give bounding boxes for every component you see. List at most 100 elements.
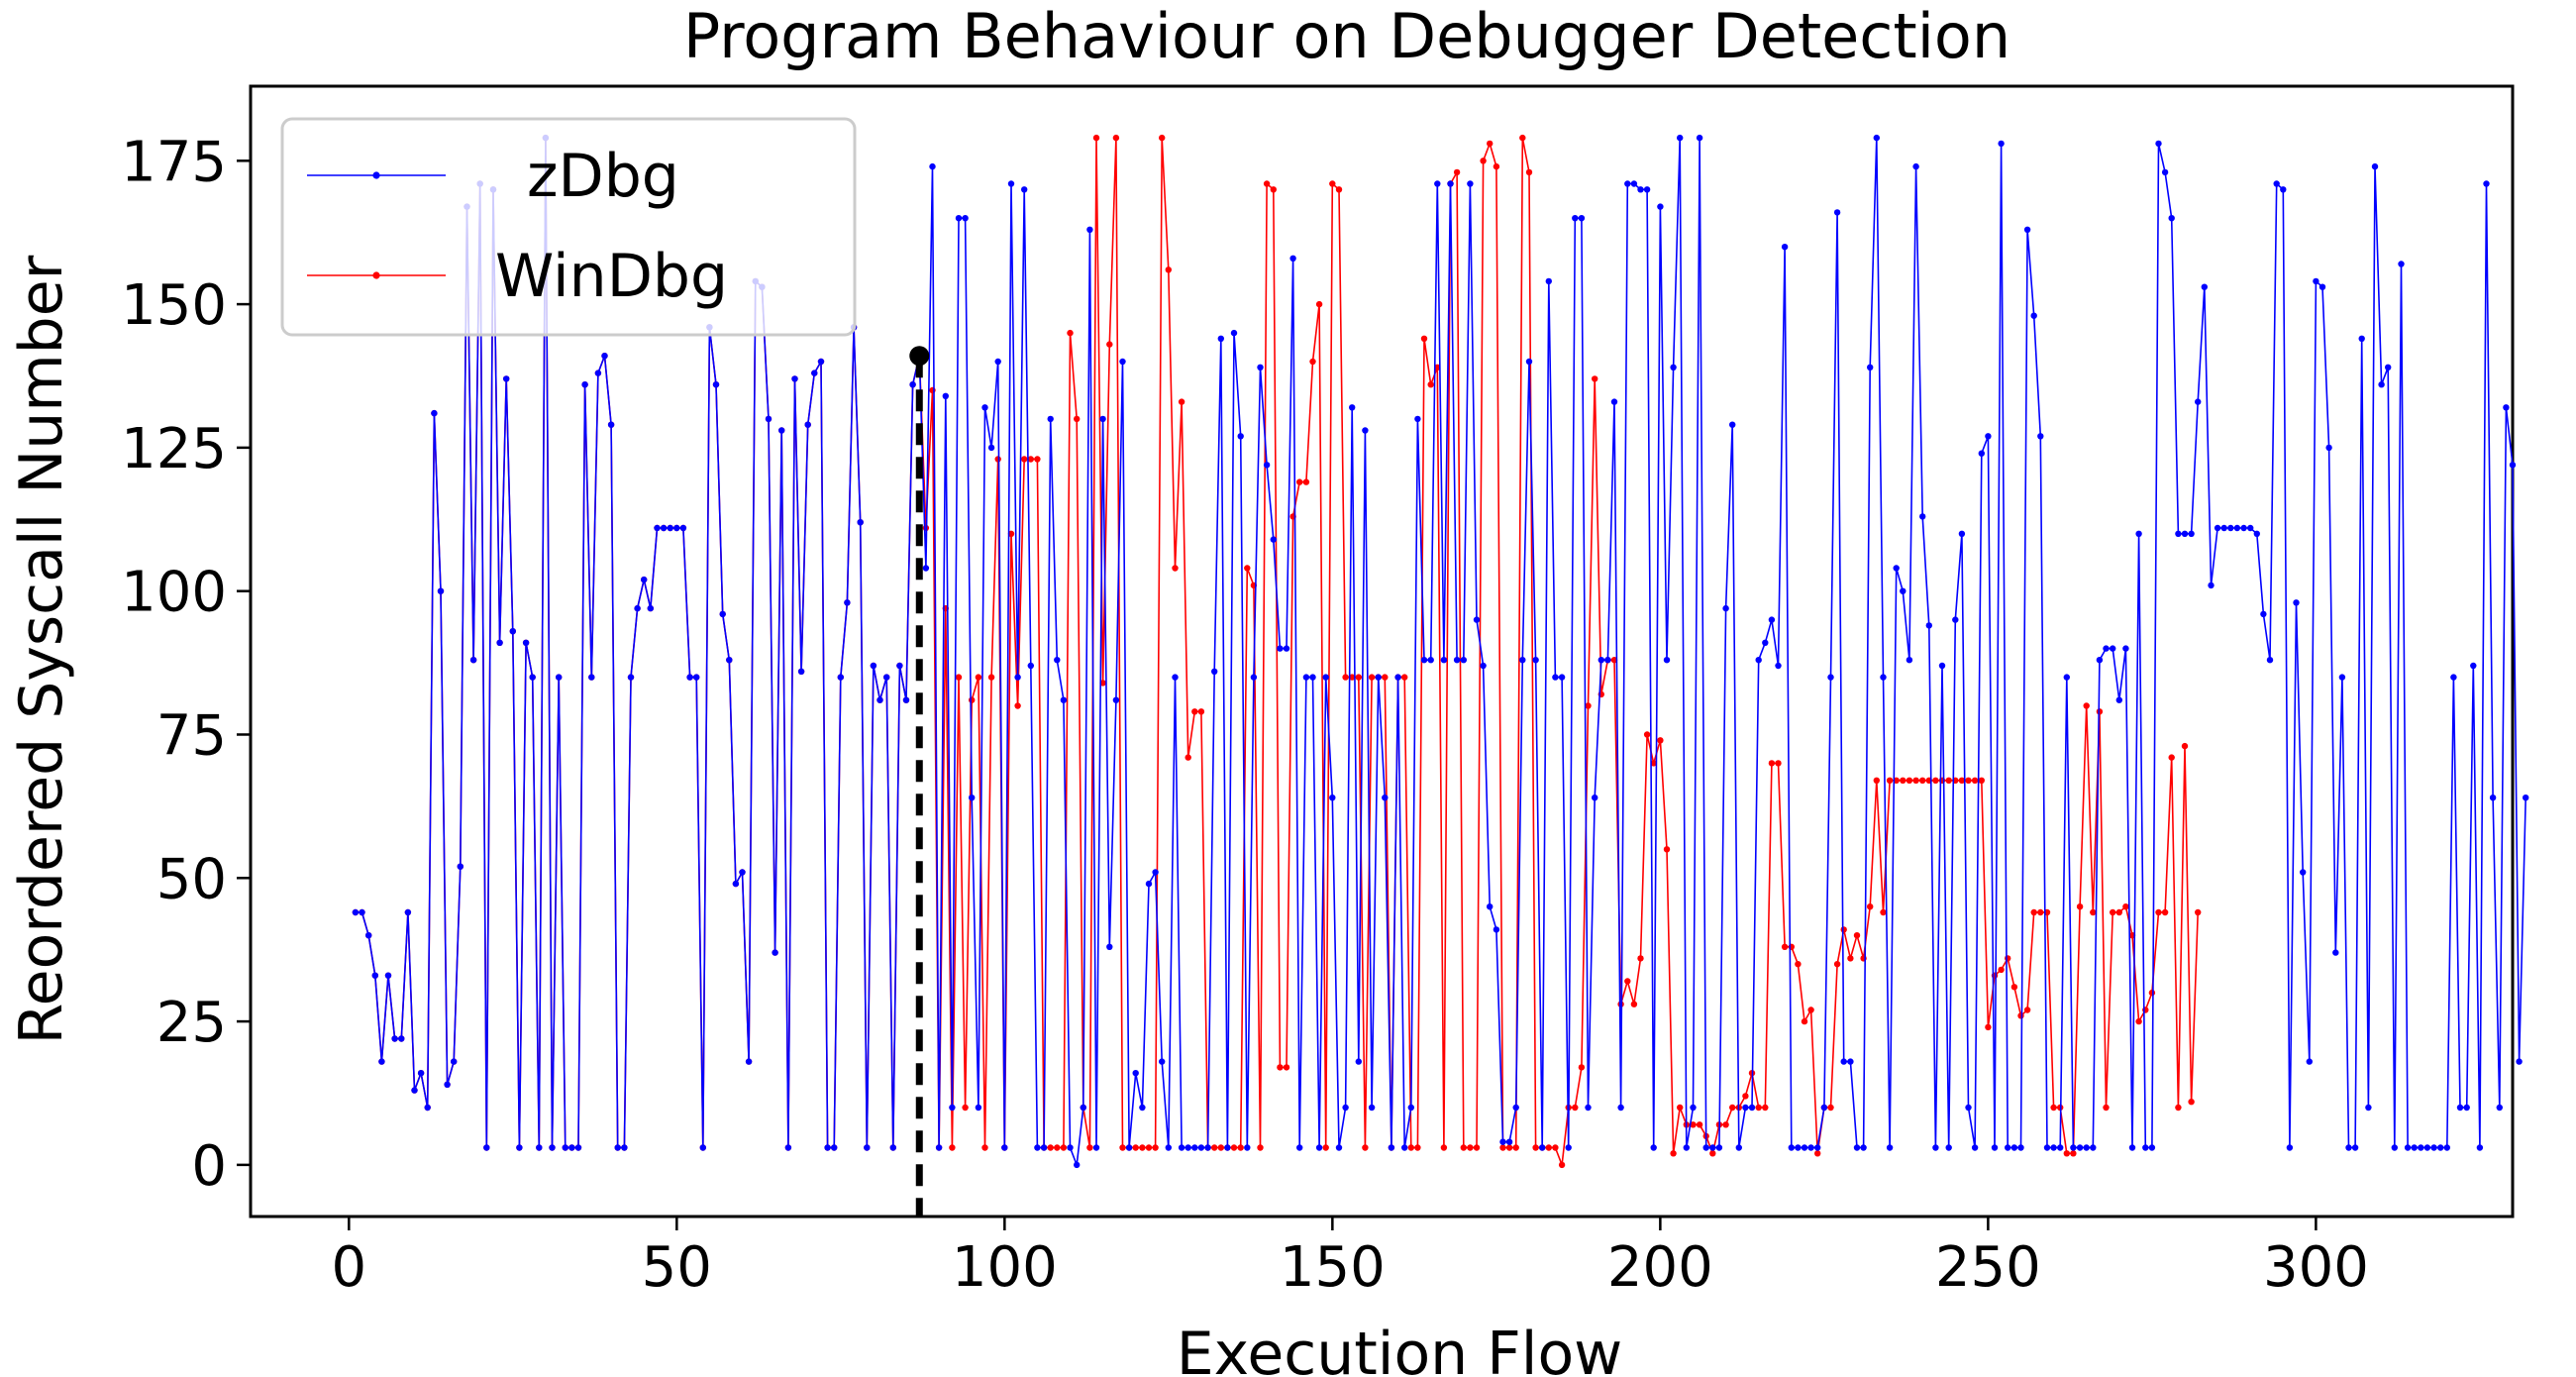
data-point-zdbg [1112,696,1120,703]
data-point-windbg [2063,1150,2070,1157]
data-point-windbg [1637,955,1644,962]
data-point-windbg [1335,186,1343,193]
data-point-windbg [1467,1144,1474,1151]
data-point-windbg [1532,1144,1539,1151]
data-point-zdbg [2456,1104,2464,1112]
data-point-zdbg [1139,1104,1146,1112]
data-point-zdbg [791,375,798,382]
data-point-zdbg [1617,1104,1624,1112]
data-point-windbg [1132,1144,1139,1151]
data-point-zdbg [1322,674,1329,681]
data-point-windbg [1663,846,1671,853]
data-point-zdbg [1420,657,1428,664]
data-point-windbg [1578,1064,1586,1071]
data-point-windbg [981,1144,988,1151]
data-point-zdbg [2411,1144,2418,1151]
data-point-zdbg [437,587,445,594]
data-point-zdbg [857,519,864,526]
data-point-zdbg [2220,524,2227,532]
data-point-windbg [975,674,982,681]
data-point-windbg [1145,1144,1153,1151]
data-point-zdbg [1690,1104,1697,1112]
data-point-zdbg [483,1144,490,1151]
data-point-zdbg [2010,1144,2018,1151]
data-point-zdbg [2214,524,2221,532]
data-point-zdbg [1610,398,1618,405]
data-point-zdbg [371,972,378,979]
data-point-zdbg [1900,587,1906,594]
data-point-zdbg [1178,1144,1185,1151]
data-point-windbg [1165,266,1173,273]
data-point-zdbg [1152,869,1159,876]
y-tick-label: 50 [156,847,227,911]
data-point-zdbg [588,674,595,681]
data-point-zdbg [2005,1144,2011,1151]
data-point-zdbg [942,392,949,399]
data-point-zdbg [1532,657,1539,664]
data-point-windbg [1047,1144,1054,1151]
data-point-zdbg [1985,433,1992,440]
data-point-windbg [1965,777,1972,784]
data-point-zdbg [647,604,654,612]
data-point-zdbg [469,657,477,664]
data-point-zdbg [889,1144,896,1151]
data-point-zdbg [1552,674,1559,681]
data-point-zdbg [804,421,811,428]
data-point-zdbg [2345,1144,2352,1151]
data-point-zdbg [1329,794,1336,801]
data-point-zdbg [1539,1144,1546,1151]
data-point-zdbg [1998,140,2005,148]
data-point-windbg [1873,777,1881,784]
data-point-windbg [1572,1104,1579,1112]
data-point-windbg [1722,1121,1729,1128]
data-point-zdbg [1827,674,1834,681]
legend-marker-windbg [372,271,380,279]
data-point-zdbg [1407,1104,1415,1112]
data-point-zdbg [712,381,720,388]
data-point-windbg [1650,760,1657,767]
data-point-zdbg [2142,1144,2149,1151]
data-point-windbg [2195,908,2202,916]
data-point-windbg [1191,708,1198,715]
data-point-windbg [1552,1144,1559,1151]
data-point-zdbg [1453,657,1461,664]
data-point-zdbg [1696,134,1703,142]
data-point-zdbg [1886,1144,1894,1151]
data-point-windbg [1480,158,1487,164]
data-point-zdbg [1021,186,1028,193]
data-point-zdbg [417,1070,425,1077]
data-point-zdbg [1906,657,1913,664]
data-point-zdbg [1952,616,1959,623]
data-point-windbg [1453,168,1461,176]
data-point-zdbg [1558,674,1566,681]
data-point-zdbg [1434,180,1441,187]
data-point-zdbg [1592,794,1598,801]
data-point-windbg [1322,1144,1329,1151]
data-point-windbg [1958,777,1966,784]
data-point-zdbg [1119,358,1126,366]
series-zdbg [352,134,2529,1169]
data-point-zdbg [2181,530,2189,537]
data-point-zdbg [496,639,503,646]
data-point-zdbg [1807,1144,1814,1151]
data-point-zdbg [1368,1104,1376,1112]
data-point-zdbg [1762,639,1769,646]
data-point-windbg [1545,1144,1553,1151]
data-point-zdbg [1302,674,1310,681]
data-point-zdbg [2463,1104,2470,1112]
data-point-windbg [2050,1104,2057,1112]
data-point-windbg [1349,674,1356,681]
data-point-windbg [1755,1104,1762,1112]
data-point-windbg [1270,186,1278,193]
data-point-zdbg [1938,662,1946,670]
data-point-zdbg [1847,1058,1854,1065]
data-point-zdbg [1965,1104,1972,1112]
legend: zDbg WinDbg [280,117,857,337]
data-point-windbg [1362,1144,1369,1151]
data-point-zdbg [1074,1161,1081,1169]
data-point-zdbg [2391,1144,2398,1151]
data-point-zdbg [1197,1144,1205,1151]
data-point-zdbg [2023,226,2031,233]
data-point-zdbg [1585,1104,1592,1112]
data-point-zdbg [1362,427,1369,434]
